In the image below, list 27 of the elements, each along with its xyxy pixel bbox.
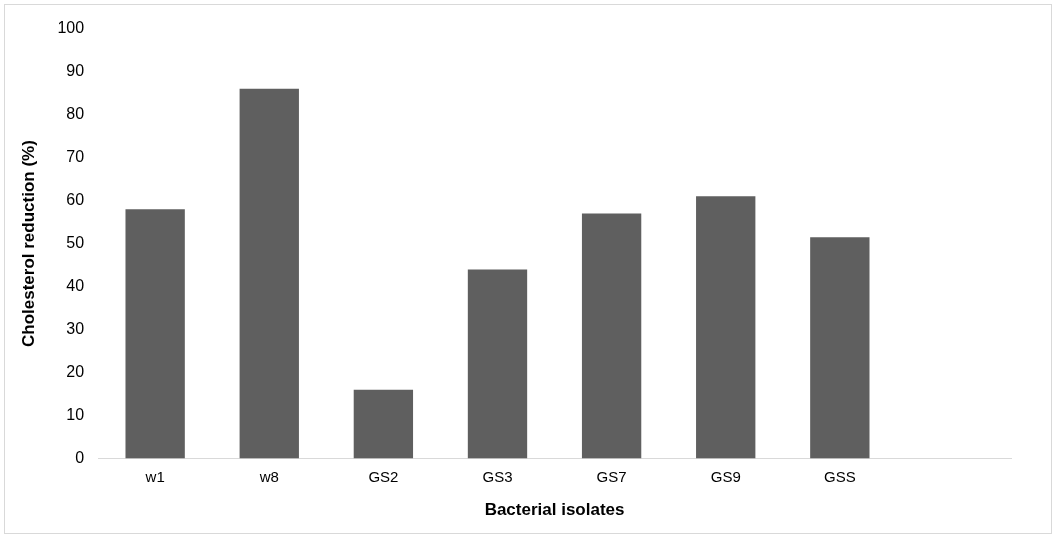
bar bbox=[581, 213, 642, 459]
y-tick-label: 80 bbox=[66, 105, 85, 123]
x-tick-label: GS9 bbox=[710, 467, 741, 485]
bar bbox=[125, 209, 185, 459]
x-tick-label: GS3 bbox=[482, 467, 513, 485]
y-tick-label: 100 bbox=[57, 19, 85, 37]
x-tick-label: GS2 bbox=[368, 467, 399, 485]
bar bbox=[810, 237, 870, 459]
y-tick-label: 30 bbox=[66, 320, 85, 338]
x-tick-label: GSS bbox=[823, 467, 856, 485]
bar bbox=[696, 196, 756, 459]
x-tick-label: w8 bbox=[258, 467, 279, 485]
x-tick-label: GS7 bbox=[596, 467, 627, 485]
y-tick-label: 60 bbox=[66, 191, 85, 209]
y-tick-label: 0 bbox=[75, 449, 85, 467]
y-tick-label: 70 bbox=[66, 148, 85, 166]
y-tick-label: 40 bbox=[66, 277, 85, 295]
x-axis-title: Bacterial isolates bbox=[484, 500, 625, 520]
bar bbox=[353, 389, 414, 459]
x-tick-label: w1 bbox=[144, 467, 165, 485]
y-axis-title: Cholesterol reduction (%) bbox=[18, 140, 38, 348]
y-tick-label: 50 bbox=[66, 234, 85, 252]
y-tick-label: 90 bbox=[66, 62, 85, 80]
y-tick-label: 20 bbox=[66, 363, 85, 381]
y-tick-label: 10 bbox=[66, 406, 85, 424]
bar bbox=[467, 269, 528, 459]
bar bbox=[239, 88, 299, 459]
